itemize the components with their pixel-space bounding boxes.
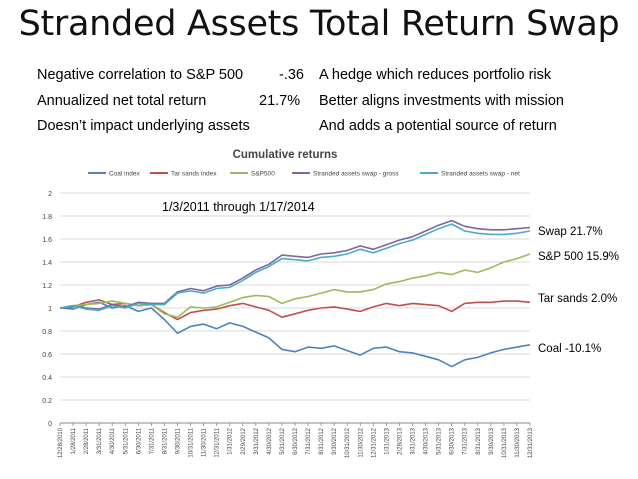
x-tick-label: 4/30/2012	[267, 427, 273, 454]
x-tick-label: 7/31/2012	[306, 427, 312, 454]
x-tick-label: 5/31/2013	[437, 427, 443, 454]
x-tick-label: 2/28/2013	[397, 427, 403, 454]
x-tick-label: 6/30/2013	[450, 427, 456, 454]
point-mission: Better aligns investments with mission	[319, 93, 564, 109]
series-line-s-p500	[59, 253, 531, 319]
x-tick-labels: 12/28/2010 1/28/2011 2/28/2011 3/31/2011 4/3…	[58, 423, 534, 458]
annotation-swap: Swap 21.7%	[538, 226, 603, 238]
x-tick-label: 10/31/2011	[189, 427, 195, 457]
y-tick-label: 0.6	[42, 352, 52, 359]
legend-label: Coal index	[109, 171, 140, 178]
chart-series	[59, 219, 531, 368]
x-tick-label: 9/30/2013	[489, 427, 495, 454]
period-label: 1/3/2011 through 1/17/2014	[162, 200, 315, 214]
x-tick-label: 9/30/2011	[176, 427, 182, 454]
series-line-stranded-assets-swap-net	[59, 223, 531, 312]
x-tick-label: 8/31/2012	[319, 427, 325, 454]
x-tick-label: 3/31/2011	[97, 427, 103, 454]
chart-title: Cumulative returns	[233, 149, 338, 161]
point-source-of-return: And adds a potential source of return	[319, 118, 557, 134]
x-tick-label: 7/31/2013	[463, 427, 469, 454]
x-tick-label: 12/31/2011	[215, 427, 221, 457]
x-tick-label: 12/31/2012	[371, 427, 377, 458]
slide-title: Stranded Assets Total Return Swap	[18, 4, 620, 44]
y-tick-labels: 0 0.2 0.4 0.6 0.8 1 1.2 1.4 1.6 1.8 2	[42, 191, 52, 428]
x-tick-label: 11/30/2012	[358, 427, 364, 457]
x-tick-label: 5/31/2012	[280, 427, 286, 454]
x-tick-label: 6/30/2012	[293, 427, 299, 454]
y-tick-label: 1.8	[42, 214, 52, 221]
legend-label: S&P500	[251, 171, 275, 178]
x-tick-label: 1/31/2013	[384, 427, 390, 454]
y-tick-label: 1.6	[42, 237, 52, 244]
x-tick-label: 9/30/2012	[332, 427, 338, 454]
x-tick-label: 7/31/2011	[149, 427, 155, 454]
x-tick-label: 4/30/2011	[110, 427, 116, 454]
x-tick-label: 5/31/2011	[123, 427, 129, 454]
y-tick-label: 0.8	[42, 329, 52, 336]
x-tick-label: 2/28/2011	[84, 427, 90, 454]
x-tick-label: 8/31/2013	[476, 427, 482, 454]
y-tick-label: 0.4	[42, 375, 52, 382]
point-hedge: A hedge which reduces portfolio risk	[319, 67, 552, 83]
series-line-stranded-assets-swap-gross	[59, 219, 531, 310]
point-underlying-label: Doesn’t impact underlying assets	[37, 118, 250, 134]
y-tick-label: 0	[48, 421, 52, 428]
series-line-tar-sands-index	[59, 299, 531, 321]
legend-label: Stranded assets swap - net	[441, 171, 520, 178]
annotation-sp500: S&P 500 15.9%	[538, 251, 619, 263]
x-tick-label: 10/31/2012	[345, 427, 351, 458]
x-tick-label: 3/31/2013	[411, 427, 417, 454]
x-tick-label: 3/31/2012	[254, 427, 260, 454]
legend-label: Tar sands index	[171, 171, 217, 178]
x-tick-label: 11/30/2013	[515, 427, 521, 457]
x-tick-label: 2/29/2012	[241, 427, 247, 454]
annotation-tar-sands: Tar sands 2.0%	[538, 293, 618, 305]
legend-label: Stranded assets swap - gross	[313, 171, 399, 178]
point-return-label: Annualized net total return	[37, 93, 207, 109]
y-tick-label: 2	[48, 191, 52, 198]
x-tick-label: 6/30/2011	[136, 427, 142, 454]
point-correlation-label: Negative correlation to S&P 500	[37, 67, 244, 83]
y-tick-label: 1.4	[42, 260, 52, 267]
x-tick-label: 8/31/2011	[162, 427, 168, 454]
x-tick-label: 12/28/2010	[58, 427, 64, 458]
annotation-coal: Coal -10.1%	[538, 343, 602, 355]
y-tick-label: 0.2	[42, 398, 52, 405]
x-tick-label: 10/31/2013	[502, 427, 508, 458]
point-return-value: 21.7%	[259, 93, 301, 109]
x-tick-label: 11/30/2011	[202, 427, 208, 457]
x-tick-label: 1/28/2011	[71, 427, 77, 454]
y-tick-label: 1	[48, 306, 52, 313]
y-tick-label: 1.2	[42, 283, 52, 290]
x-tick-label: 4/30/2013	[424, 427, 430, 454]
series-line-coal-index	[59, 301, 531, 368]
point-correlation-value: -.36	[279, 67, 304, 83]
chart-legend: Coal index Tar sands index S&P500 Stranded …	[88, 171, 520, 178]
x-tick-label: 1/31/2012	[228, 427, 234, 454]
x-tick-label: 12/31/2013	[528, 427, 534, 458]
